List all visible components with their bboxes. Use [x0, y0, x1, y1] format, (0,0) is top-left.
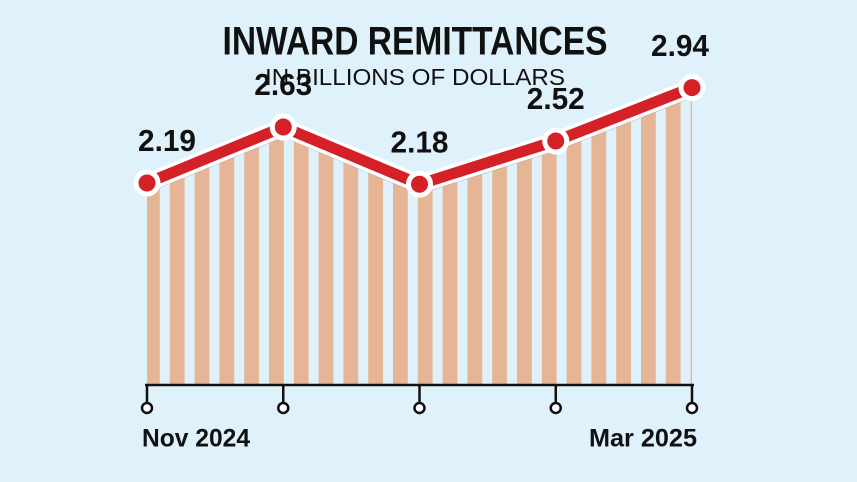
x-tick-dot: [277, 401, 290, 415]
data-label: 2.63: [254, 67, 312, 102]
point: [269, 113, 297, 141]
data-label: 2.18: [391, 124, 449, 159]
point: [406, 170, 433, 198]
x-tick-dot: [413, 401, 426, 415]
point: [133, 169, 161, 197]
data-label: 2.52: [527, 81, 585, 116]
point: [542, 127, 570, 155]
chart-title: INWARD REMITTANCES: [223, 20, 608, 64]
x-tick-dot: [140, 401, 154, 415]
data-label: 2.19: [138, 123, 196, 158]
point: [678, 74, 706, 102]
chart-subtitle: IN BILLIONS OF DOLLARS: [265, 64, 565, 90]
x-tick-label: Nov 2024: [142, 425, 250, 453]
x-tick-label: Mar 2025: [589, 425, 697, 453]
x-tick-dot: [685, 401, 699, 415]
area: [147, 87, 692, 385]
x-tick-dot: [549, 401, 562, 415]
data-label: 2.94: [651, 28, 710, 63]
